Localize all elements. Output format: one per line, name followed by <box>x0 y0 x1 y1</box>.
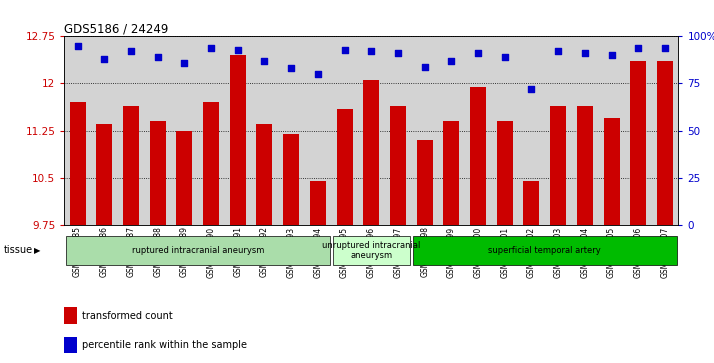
Bar <box>96 125 112 225</box>
Point <box>579 50 590 56</box>
Bar <box>657 61 673 225</box>
Point <box>499 54 511 60</box>
Bar <box>390 106 406 225</box>
Point <box>366 49 377 54</box>
Text: ruptured intracranial aneurysm: ruptured intracranial aneurysm <box>131 246 264 255</box>
FancyBboxPatch shape <box>413 236 677 265</box>
Bar <box>470 87 486 225</box>
Point <box>99 56 110 62</box>
Text: ▶: ▶ <box>34 246 41 255</box>
Point <box>312 71 323 77</box>
Bar <box>283 134 299 225</box>
Bar <box>69 102 86 225</box>
Point <box>473 50 484 56</box>
Bar <box>230 55 246 225</box>
Bar <box>550 106 566 225</box>
Point <box>659 45 670 50</box>
Text: unruptured intracranial
aneurysm: unruptured intracranial aneurysm <box>322 241 421 260</box>
Point <box>392 50 403 56</box>
Point <box>606 52 618 58</box>
Point <box>633 45 644 50</box>
Bar <box>603 118 620 225</box>
Bar <box>523 181 540 225</box>
Point <box>152 54 164 60</box>
Bar <box>203 102 219 225</box>
Point <box>419 64 431 69</box>
Point <box>258 58 270 64</box>
Bar <box>150 121 166 225</box>
Text: transformed count: transformed count <box>82 311 173 321</box>
Bar <box>123 106 139 225</box>
Point <box>72 43 84 49</box>
FancyBboxPatch shape <box>333 236 410 265</box>
Point <box>526 86 537 92</box>
Bar <box>176 131 192 225</box>
Bar <box>497 121 513 225</box>
Text: tissue: tissue <box>4 245 33 256</box>
Bar <box>363 80 379 225</box>
Bar <box>336 109 353 225</box>
Text: percentile rank within the sample: percentile rank within the sample <box>82 340 247 350</box>
Point <box>232 46 243 52</box>
Bar <box>310 181 326 225</box>
Point <box>339 46 351 52</box>
Point <box>206 45 217 50</box>
Bar <box>256 125 273 225</box>
Point <box>178 60 190 66</box>
FancyBboxPatch shape <box>66 236 330 265</box>
Point <box>446 58 457 64</box>
Bar <box>417 140 433 225</box>
Bar <box>443 121 459 225</box>
Text: GDS5186 / 24249: GDS5186 / 24249 <box>64 22 169 35</box>
Point <box>125 49 136 54</box>
Point <box>286 65 297 71</box>
Point <box>553 49 564 54</box>
Text: superficial temporal artery: superficial temporal artery <box>488 246 601 255</box>
Bar <box>630 61 646 225</box>
Bar <box>577 106 593 225</box>
